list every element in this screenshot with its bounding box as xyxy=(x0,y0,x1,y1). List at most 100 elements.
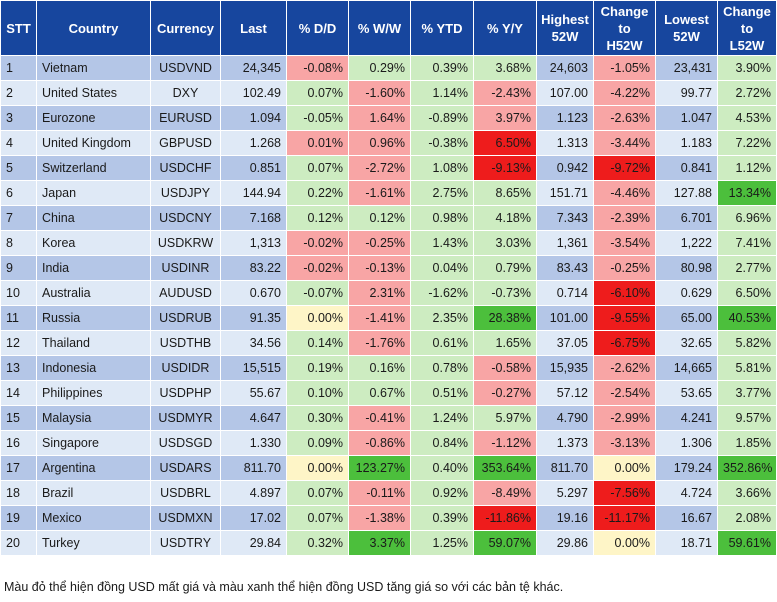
cell-highest-52w: 19.16 xyxy=(536,505,594,531)
table-row: 4 United Kingdom GBPUSD 1.268 0.01% 0.96% -0.3… xyxy=(0,130,777,156)
header-change-to-l52w: Change to L52W xyxy=(717,0,777,56)
cell-lowest-52w: 179.24 xyxy=(655,455,718,481)
cell-dd: 0.30% xyxy=(286,405,349,431)
cell-highest-52w: 811.70 xyxy=(536,455,594,481)
cell-currency: GBPUSD xyxy=(150,130,221,156)
cell-ww: 1.64% xyxy=(348,105,411,131)
cell-ytd: 0.04% xyxy=(410,255,474,281)
cell-ww: -0.13% xyxy=(348,255,411,281)
cell-change-to-l52w: 3.90% xyxy=(717,55,777,81)
cell-ww: -0.86% xyxy=(348,430,411,456)
cell-yy: 353.64% xyxy=(473,455,537,481)
table-row: 15 Malaysia USDMYR 4.647 0.30% -0.41% 1.24% 5.9… xyxy=(0,405,777,431)
cell-ww: -0.25% xyxy=(348,230,411,256)
table-row: 19 Mexico USDMXN 17.02 0.07% -1.38% 0.39% -11.8… xyxy=(0,505,777,531)
cell-ytd: 0.51% xyxy=(410,380,474,406)
cell-ww: -1.38% xyxy=(348,505,411,531)
cell-change-to-h52w: -2.99% xyxy=(593,405,656,431)
cell-highest-52w: 1,361 xyxy=(536,230,594,256)
cell-currency: USDKRW xyxy=(150,230,221,256)
cell-lowest-52w: 6.701 xyxy=(655,205,718,231)
cell-currency: USDMYR xyxy=(150,405,221,431)
cell-last: 0.670 xyxy=(220,280,287,306)
cell-currency: USDCNY xyxy=(150,205,221,231)
cell-change-to-h52w: -9.72% xyxy=(593,155,656,181)
header-dd: % D/D xyxy=(286,0,349,56)
cell-change-to-l52w: 2.77% xyxy=(717,255,777,281)
cell-currency: USDSGD xyxy=(150,430,221,456)
cell-yy: -8.49% xyxy=(473,480,537,506)
table-row: 9 India USDINR 83.22 -0.02% -0.13% 0.04% 0.79% 8… xyxy=(0,255,777,281)
cell-currency: USDMXN xyxy=(150,505,221,531)
cell-change-to-h52w: -3.54% xyxy=(593,230,656,256)
cell-change-to-l52w: 9.57% xyxy=(717,405,777,431)
cell-currency: USDPHP xyxy=(150,380,221,406)
cell-stt: 17 xyxy=(0,455,37,481)
cell-dd: 0.10% xyxy=(286,380,349,406)
cell-dd: -0.05% xyxy=(286,105,349,131)
cell-highest-52w: 0.714 xyxy=(536,280,594,306)
cell-stt: 6 xyxy=(0,180,37,206)
cell-lowest-52w: 16.67 xyxy=(655,505,718,531)
cell-ww: 2.31% xyxy=(348,280,411,306)
cell-stt: 15 xyxy=(0,405,37,431)
cell-dd: 0.12% xyxy=(286,205,349,231)
cell-yy: 3.97% xyxy=(473,105,537,131)
cell-yy: 3.68% xyxy=(473,55,537,81)
table-body: 1 Vietnam USDVND 24,345 -0.08% 0.29% 0.39% 3.68… xyxy=(0,55,777,556)
cell-stt: 14 xyxy=(0,380,37,406)
cell-last: 144.94 xyxy=(220,180,287,206)
header-ww: % W/W xyxy=(348,0,411,56)
cell-stt: 8 xyxy=(0,230,37,256)
cell-change-to-h52w: -2.63% xyxy=(593,105,656,131)
cell-highest-52w: 29.86 xyxy=(536,530,594,556)
cell-country: Argentina xyxy=(36,455,151,481)
cell-change-to-l52w: 5.81% xyxy=(717,355,777,381)
cell-change-to-l52w: 3.66% xyxy=(717,480,777,506)
cell-change-to-h52w: -3.13% xyxy=(593,430,656,456)
cell-ww: -1.60% xyxy=(348,80,411,106)
table-row: 5 Switzerland USDCHF 0.851 0.07% -2.72% 1.08% -… xyxy=(0,155,777,181)
cell-yy: -0.58% xyxy=(473,355,537,381)
cell-ww: 0.16% xyxy=(348,355,411,381)
cell-country: Mexico xyxy=(36,505,151,531)
cell-lowest-52w: 4.241 xyxy=(655,405,718,431)
cell-highest-52w: 24,603 xyxy=(536,55,594,81)
cell-change-to-h52w: -2.62% xyxy=(593,355,656,381)
header-change-l-line3: L52W xyxy=(729,37,765,53)
cell-change-to-l52w: 352.86% xyxy=(717,455,777,481)
cell-yy: 5.97% xyxy=(473,405,537,431)
cell-lowest-52w: 1.306 xyxy=(655,430,718,456)
cell-country: Singapore xyxy=(36,430,151,456)
cell-country: India xyxy=(36,255,151,281)
cell-highest-52w: 7.343 xyxy=(536,205,594,231)
cell-ytd: 1.25% xyxy=(410,530,474,556)
cell-ww: 3.37% xyxy=(348,530,411,556)
cell-country: Malaysia xyxy=(36,405,151,431)
cell-currency: USDBRL xyxy=(150,480,221,506)
cell-change-to-l52w: 2.72% xyxy=(717,80,777,106)
cell-yy: 28.38% xyxy=(473,305,537,331)
cell-highest-52w: 1.123 xyxy=(536,105,594,131)
cell-country: China xyxy=(36,205,151,231)
table-row: 1 Vietnam USDVND 24,345 -0.08% 0.29% 0.39% 3.68… xyxy=(0,55,777,81)
cell-country: Japan xyxy=(36,180,151,206)
table-row: 10 Australia AUDUSD 0.670 -0.07% 2.31% -1.62% -… xyxy=(0,280,777,306)
cell-country: Australia xyxy=(36,280,151,306)
header-change-l-line1: Change xyxy=(723,3,771,19)
table-row: 20 Turkey USDTRY 29.84 0.32% 3.37% 1.25% 59.07%… xyxy=(0,530,777,556)
table-row: 7 China USDCNY 7.168 0.12% 0.12% 0.98% 4.18% 7.3… xyxy=(0,205,777,231)
cell-currency: DXY xyxy=(150,80,221,106)
header-lowest-52w: Lowest 52W xyxy=(655,0,718,56)
cell-stt: 12 xyxy=(0,330,37,356)
cell-stt: 10 xyxy=(0,280,37,306)
header-lowest-line2: 52W xyxy=(673,29,700,44)
table-row: 8 Korea USDKRW 1,313 -0.02% -0.25% 1.43% 3.03% 1… xyxy=(0,230,777,256)
cell-country: Switzerland xyxy=(36,155,151,181)
header-currency: Currency xyxy=(150,0,221,56)
cell-currency: EURUSD xyxy=(150,105,221,131)
cell-highest-52w: 101.00 xyxy=(536,305,594,331)
cell-change-to-l52w: 5.82% xyxy=(717,330,777,356)
header-highest-line1: Highest xyxy=(541,12,589,27)
